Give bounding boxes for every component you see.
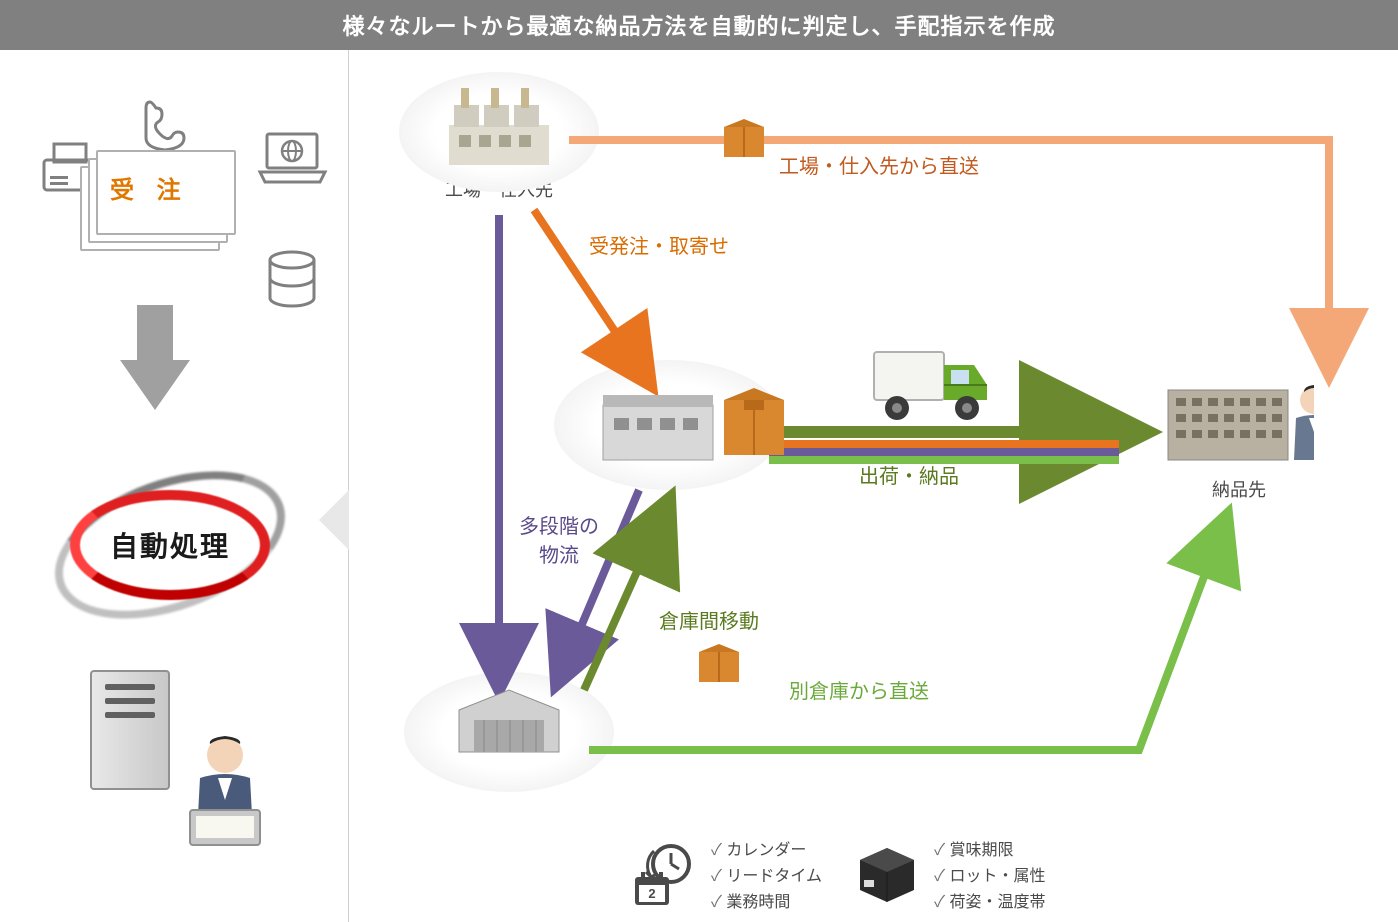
diagram-panel: 工場・仕入先 納品基地 物流拠点 納品先 工場・仕入先から直送 受発注・取寄せ … xyxy=(348,50,1398,922)
down-arrow-icon xyxy=(120,360,190,410)
factory-icon xyxy=(439,80,559,170)
route-direct-factory-label: 工場・仕入先から直送 xyxy=(779,150,979,179)
truck-icon xyxy=(869,340,999,430)
database-icon xyxy=(265,250,320,310)
server-icon xyxy=(90,670,170,800)
order-documents-icon: 受 注 xyxy=(80,150,260,270)
laptop-icon xyxy=(255,130,330,185)
box-icon xyxy=(694,640,744,685)
main: 受 注 自動処理 xyxy=(0,50,1398,922)
route-direct-warehouse-label: 別倉庫から直送 xyxy=(789,675,929,704)
phone-icon xyxy=(140,100,190,155)
warehouse-icon xyxy=(599,370,739,460)
auto-process-label: 自動処理 xyxy=(110,525,230,565)
left-panel: 受 注 自動処理 xyxy=(0,50,348,922)
auto-process: 自動処理 xyxy=(40,470,300,620)
route-ship-deliver-label: 出荷・納品 xyxy=(859,460,959,489)
order-area: 受 注 xyxy=(60,150,300,270)
route-warehouse-transfer-label: 倉庫間移動 xyxy=(659,605,759,634)
operator-icon xyxy=(170,730,280,850)
header: 様々なルートから最適な納品方法を自動的に判定し、手配指示を作成 xyxy=(0,0,1398,50)
route-order-pull-label: 受発注・取寄せ xyxy=(589,230,729,259)
route-multi-stage-label: 多段階の 物流 xyxy=(519,510,599,568)
box-icon xyxy=(719,115,769,160)
order-label: 受 注 xyxy=(110,170,189,205)
hub-icon xyxy=(449,680,569,760)
header-title: 様々なルートから最適な納品方法を自動的に判定し、手配指示を作成 xyxy=(342,9,1055,41)
destination-icon xyxy=(1164,380,1314,470)
